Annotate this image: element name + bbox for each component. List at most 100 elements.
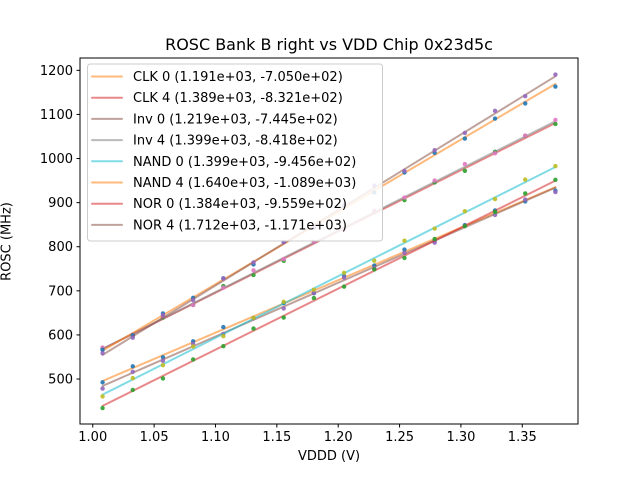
- data-point-clk-0: [100, 380, 105, 385]
- data-point-nand-0: [190, 344, 196, 349]
- data-point-inv-4: [553, 117, 558, 123]
- legend-label-nor-4: NOR 4 (1.712e+03, -1.171e+03): [133, 218, 347, 233]
- data-point-nor-0: [432, 236, 437, 242]
- data-point-nand-4: [492, 116, 498, 121]
- data-point-inv-4: [523, 133, 528, 138]
- x-tick-label: 1.30: [446, 430, 475, 445]
- data-point-inv-4: [281, 256, 286, 262]
- data-point-nand-4: [523, 101, 528, 106]
- data-point-nor-4: [402, 168, 407, 174]
- y-tick-label: 500: [48, 373, 73, 388]
- data-point-nor-0: [190, 357, 196, 362]
- fit-line-inv-0: [101, 186, 557, 387]
- data-point-inv-0: [553, 189, 558, 195]
- y-tick-label: 600: [48, 328, 73, 343]
- data-point-nor-4: [221, 276, 226, 281]
- x-tick-label: 1.10: [201, 430, 230, 445]
- data-point-nand-0: [251, 315, 256, 321]
- fit-line-clk-0: [101, 186, 557, 382]
- data-point-inv-0: [100, 386, 105, 391]
- data-point-inv-0: [160, 358, 166, 364]
- data-point-nor-0: [492, 209, 498, 215]
- y-tick-label: 1200: [40, 64, 73, 79]
- data-point-nor-0: [553, 177, 558, 182]
- data-point-nor-0: [402, 255, 407, 261]
- x-axis-label: VDDD (V): [297, 449, 361, 464]
- data-point-nand-0: [160, 362, 166, 368]
- data-point-inv-4: [402, 195, 407, 200]
- y-tick-label: 700: [48, 284, 73, 299]
- y-tick-label: 800: [48, 240, 73, 255]
- data-point-nand-0: [221, 333, 226, 339]
- data-point-inv-0: [523, 197, 528, 202]
- data-point-nand-4: [553, 84, 558, 89]
- data-point-nor-0: [221, 344, 226, 349]
- legend-box: [87, 63, 383, 242]
- data-point-inv-0: [341, 275, 347, 280]
- data-point-nand-0: [100, 394, 105, 399]
- data-point-nor-0: [130, 387, 135, 393]
- data-point-inv-4: [221, 285, 226, 290]
- data-point-nand-0: [281, 299, 286, 305]
- x-tick-label: 1.05: [140, 430, 169, 445]
- data-point-inv-0: [281, 306, 286, 311]
- data-point-nand-0: [523, 177, 528, 182]
- data-point-nand-0: [553, 163, 558, 169]
- data-point-nor-4: [523, 94, 528, 99]
- data-point-nand-0: [130, 375, 135, 381]
- data-point-nor-0: [251, 326, 256, 331]
- fit-line-nand-0: [101, 165, 557, 396]
- data-point-nor-4: [462, 130, 468, 136]
- data-point-inv-0: [402, 250, 407, 256]
- data-point-inv-4: [462, 161, 468, 167]
- legend-label-nand-4: NAND 4 (1.640e+03, -1.089e+03): [133, 176, 356, 191]
- y-tick-label: 1000: [40, 152, 73, 167]
- data-point-nor-0: [372, 267, 377, 272]
- fit-line-nor-0: [101, 179, 557, 407]
- data-point-clk-0: [130, 364, 135, 369]
- data-point-inv-4: [432, 178, 437, 183]
- x-tick-label: 1.00: [78, 430, 107, 445]
- y-tick-label: 900: [48, 196, 73, 211]
- data-point-nor-0: [281, 315, 286, 320]
- data-point-nand-0: [372, 258, 377, 263]
- data-point-nand-4: [100, 347, 105, 353]
- legend-label-nor-0: NOR 0 (1.384e+03, -9.559e+02): [133, 197, 347, 212]
- data-point-inv-4: [251, 268, 256, 273]
- x-tick-label: 1.15: [262, 430, 291, 445]
- y-axis-label: ROSC (MHz): [0, 202, 15, 281]
- data-point-clk-0: [221, 324, 226, 330]
- data-point-nor-4: [432, 147, 437, 153]
- data-point-nor-0: [160, 376, 166, 381]
- data-point-inv-0: [130, 369, 135, 375]
- data-point-nand-0: [311, 287, 317, 292]
- data-point-nand-0: [341, 270, 347, 275]
- data-point-nor-0: [341, 284, 347, 289]
- data-point-nor-4: [130, 335, 135, 340]
- x-tick-label: 1.25: [385, 430, 414, 445]
- data-point-inv-0: [311, 290, 317, 296]
- data-point-nor-4: [100, 350, 105, 356]
- x-tick-label: 1.35: [508, 430, 537, 445]
- data-point-nand-0: [462, 209, 468, 214]
- data-point-nand-0: [492, 196, 498, 202]
- data-point-nor-4: [160, 312, 166, 318]
- data-point-nor-4: [492, 108, 498, 114]
- y-tick-label: 1100: [40, 108, 73, 123]
- x-tick-label: 1.20: [324, 430, 353, 445]
- legend-label-nand-0: NAND 0 (1.399e+03, -9.456e+02): [133, 155, 356, 170]
- data-point-nor-0: [462, 223, 468, 229]
- data-point-clk-0: [402, 247, 407, 252]
- data-point-nor-4: [251, 260, 256, 265]
- data-point-nor-4: [553, 72, 558, 77]
- data-point-nor-0: [311, 295, 317, 301]
- data-point-nand-0: [432, 226, 437, 231]
- data-point-nand-4: [462, 136, 468, 141]
- chart-title: ROSC Bank B right vs VDD Chip 0x23d5c: [165, 35, 493, 54]
- plot-border: [79, 57, 579, 425]
- data-point-inv-4: [492, 151, 498, 156]
- data-point-clk-4: [462, 168, 468, 174]
- legend-label-inv-0: Inv 0 (1.219e+03, -7.445e+02): [133, 112, 338, 127]
